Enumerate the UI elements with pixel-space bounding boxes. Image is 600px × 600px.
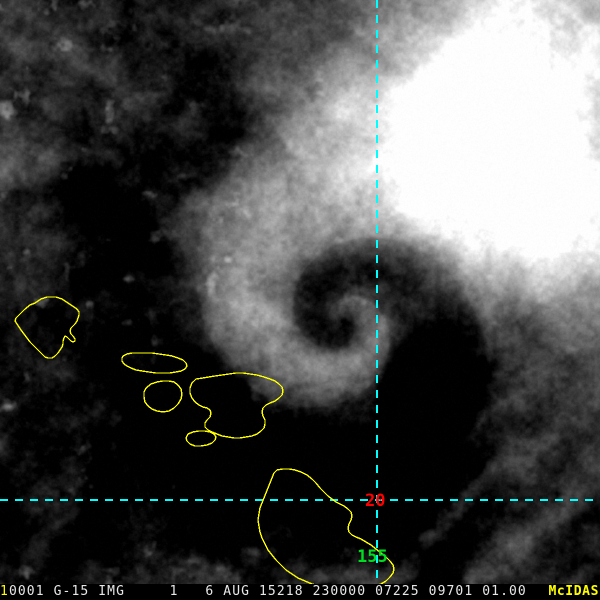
spacer-5: [214, 584, 223, 600]
field-b: 09701: [428, 584, 474, 599]
mcidas-brand-label: McIDAS: [548, 584, 599, 599]
frame-number: 1: [0, 584, 9, 599]
julian-date: 15218: [258, 584, 304, 599]
satellite-id: G-15: [53, 584, 90, 599]
spacer-4: [179, 584, 206, 600]
spacer-7: [304, 584, 313, 600]
sequence-number: 0001: [8, 584, 45, 599]
spacer-3: [125, 584, 170, 600]
spacer-8: [366, 584, 375, 600]
resolution-value: 01.00: [482, 584, 527, 599]
day-number: 6: [205, 584, 215, 599]
field-a: 07225: [375, 584, 420, 599]
image-type: IMG: [98, 584, 126, 599]
band-number: 1: [169, 584, 179, 599]
spacer-9: [420, 584, 429, 600]
spacer-1: [45, 584, 54, 600]
status-bar: 1 0001 G-15 IMG 1 6 AUG 15218 230000 0722…: [0, 584, 600, 600]
spacer-6: [250, 584, 259, 600]
time-utc: 230000: [312, 584, 367, 599]
month-name: AUG: [223, 584, 251, 599]
spacer-2: [89, 584, 98, 600]
spacer-10: [473, 584, 482, 600]
